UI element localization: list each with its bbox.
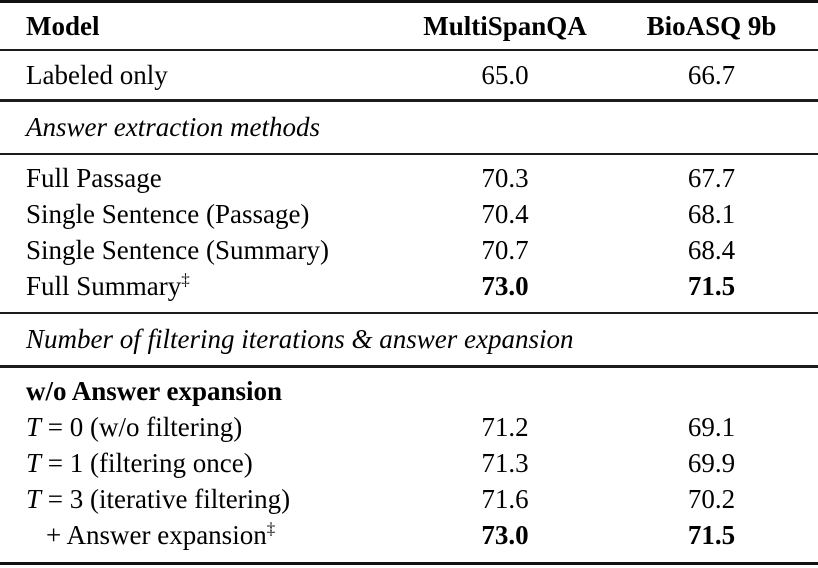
column-header-model: Model [0,0,405,51]
bioasq9b-value: 66.7 [605,50,818,102]
math-variable-t: T [26,484,42,514]
multispanqa-value: 71.2 [481,412,529,442]
model-label: Single Sentence (Passage) [26,199,310,229]
model-label: Full Summary‡ [0,268,405,314]
bioasq9b-value: 71.5 [605,517,818,565]
column-header-bioasq9b: BioASQ 9b [605,0,818,51]
bioasq9b-value: 67.7 [687,163,736,193]
section-answer-extraction: Answer extraction methods [0,100,818,155]
model-label-text: = 0 (w/o filtering) [47,412,243,442]
model-label-text: = 1 (filtering once) [47,448,253,478]
table-header-row: Model MultiSpanQA BioASQ 9b [0,0,818,51]
section-title: Number of filtering iterations & answer … [0,313,818,368]
model-label-text: Full Summary [26,271,182,301]
multispanqa-value: 70.3 [481,163,529,193]
row-full-passage: Full Passage 70.3 67.7 [0,154,818,196]
bioasq9b-value: 68.1 [687,199,736,229]
row-t1: T = 1 (filtering once) 71.3 69.9 [0,445,818,481]
multispanqa-value: 71.6 [481,484,529,514]
bioasq9b-value: 70.2 [687,484,736,514]
multispanqa-value: 73.0 [405,268,605,314]
double-dagger-superscript: ‡ [181,270,190,289]
bioasq9b-value: 68.4 [687,235,736,265]
row-labeled-only: Labeled only 65.0 66.7 [0,50,818,102]
row-single-sentence-passage: Single Sentence (Passage) 70.4 68.1 [0,196,818,232]
row-t3: T = 3 (iterative filtering) 71.6 70.2 [0,481,818,517]
row-t0: T = 0 (w/o filtering) 71.2 69.1 [0,409,818,445]
model-label: T = 3 (iterative filtering) [0,481,405,517]
math-variable-t: T [26,412,42,442]
column-header-multispanqa: MultiSpanQA [405,0,605,51]
model-label: + Answer expansion‡ [0,517,405,565]
bioasq9b-value: 71.5 [605,268,818,314]
row-wo-answer-expansion: w/o Answer expansion [0,367,818,410]
row-answer-expansion: + Answer expansion‡ 73.0 71.5 [0,517,818,565]
double-dagger-superscript: ‡ [266,519,276,538]
section-filtering-iterations: Number of filtering iterations & answer … [0,313,818,368]
multispanqa-value: 73.0 [405,517,605,565]
bioasq9b-value: 69.9 [687,448,736,478]
multispanqa-value: 70.4 [481,199,529,229]
model-label: Labeled only [0,50,405,102]
model-label: Single Sentence (Summary) [26,235,329,265]
model-label: Full Passage [26,163,162,193]
model-label: T = 0 (w/o filtering) [0,409,405,445]
group-label: w/o Answer expansion [26,376,283,406]
math-variable-t: T [26,448,42,478]
bioasq9b-value: 69.1 [687,412,736,442]
model-label-text: = 3 (iterative filtering) [47,484,291,514]
multispanqa-value: 71.3 [481,448,529,478]
row-single-sentence-summary: Single Sentence (Summary) 70.7 68.4 [0,232,818,268]
model-label: T = 1 (filtering once) [0,445,405,481]
multispanqa-value: 70.7 [481,235,529,265]
row-full-summary: Full Summary‡ 73.0 71.5 [0,268,818,314]
multispanqa-value: 65.0 [405,50,605,102]
model-label-text: + Answer expansion [46,520,267,550]
section-title: Answer extraction methods [0,100,818,155]
